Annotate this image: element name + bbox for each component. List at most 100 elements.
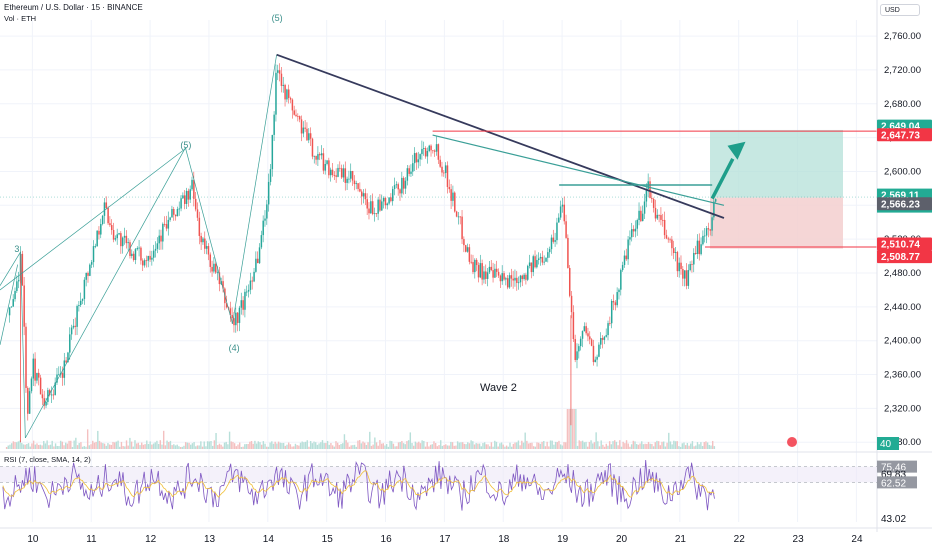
volume-bar xyxy=(296,445,298,449)
volume-bar xyxy=(668,432,670,449)
candle xyxy=(669,239,671,241)
volume-bar xyxy=(311,443,314,449)
time-tick-label: 12 xyxy=(145,534,157,545)
volume-bar xyxy=(122,446,124,449)
candle xyxy=(165,224,168,229)
volume-bar xyxy=(453,445,455,449)
candle xyxy=(315,155,317,160)
volume-bar xyxy=(627,443,629,449)
candle xyxy=(244,291,246,310)
candle xyxy=(444,165,447,173)
volume-bar xyxy=(455,445,457,449)
volume-bar xyxy=(303,442,305,449)
candle xyxy=(665,235,668,239)
volume-bar xyxy=(266,446,268,449)
volume-bar xyxy=(438,445,440,449)
candle xyxy=(34,358,36,381)
volume-bar xyxy=(244,444,246,449)
volume-bar xyxy=(308,446,310,449)
volume-bar xyxy=(382,443,384,449)
volume-bar xyxy=(342,443,344,449)
candle xyxy=(382,197,385,202)
volume-bar xyxy=(330,443,332,449)
candle xyxy=(101,215,104,225)
volume-bar xyxy=(612,441,614,449)
currency-button[interactable]: USD xyxy=(880,4,920,16)
candle xyxy=(319,154,321,156)
volume-bar xyxy=(108,444,111,449)
candle xyxy=(114,238,117,240)
candle xyxy=(308,133,310,141)
candle xyxy=(455,211,458,217)
wave-mark: 3 xyxy=(14,244,19,254)
volume-bar xyxy=(146,440,148,449)
volume-bar xyxy=(470,440,472,449)
volume-bar xyxy=(277,441,280,449)
candle xyxy=(182,195,184,199)
candle xyxy=(685,270,688,286)
candle xyxy=(253,271,255,282)
candle xyxy=(556,222,558,241)
candle xyxy=(246,291,248,293)
candle xyxy=(236,312,239,323)
volume-bar xyxy=(65,442,67,449)
volume-bar xyxy=(441,445,444,449)
volume-bar xyxy=(316,444,319,449)
volume-bar xyxy=(632,440,634,449)
volume-bar xyxy=(472,441,474,449)
wave-line xyxy=(0,147,187,291)
candle xyxy=(339,167,341,169)
volume-bar xyxy=(105,445,107,449)
candle xyxy=(205,246,208,249)
candle xyxy=(464,245,467,252)
candle xyxy=(218,272,221,285)
volume-bar xyxy=(262,441,265,449)
volume-bar xyxy=(193,442,195,449)
volume-bar xyxy=(588,441,591,449)
candle xyxy=(543,261,545,263)
volume-bar xyxy=(531,442,533,449)
candle xyxy=(632,229,635,232)
candle xyxy=(167,219,170,229)
volume-bar xyxy=(228,431,231,449)
volume-bar xyxy=(592,443,594,449)
candle xyxy=(317,154,319,160)
candle xyxy=(459,216,462,218)
candle xyxy=(492,270,494,278)
candle xyxy=(200,235,202,243)
candles-group xyxy=(8,63,717,421)
candle xyxy=(103,202,106,216)
candle xyxy=(494,268,496,278)
volume-bar xyxy=(639,443,641,449)
candle xyxy=(406,168,409,181)
volume-bar xyxy=(352,445,354,449)
volume-bar xyxy=(176,444,178,449)
volume-bar xyxy=(54,443,57,449)
candle xyxy=(490,266,493,271)
candle xyxy=(594,359,597,363)
volume-bar xyxy=(294,443,297,449)
candle xyxy=(213,263,215,272)
candle xyxy=(131,253,133,256)
volume-bar xyxy=(39,444,42,449)
volume-bar xyxy=(125,440,128,449)
volume-bar xyxy=(135,443,138,449)
candle xyxy=(41,394,44,399)
candle xyxy=(176,209,179,217)
candle xyxy=(79,300,82,306)
candle xyxy=(570,295,573,313)
candle xyxy=(107,207,109,224)
volume-bar xyxy=(580,441,582,449)
rsi-tick-tag-bg xyxy=(877,476,917,489)
candle xyxy=(353,180,356,185)
volume-bar xyxy=(119,446,121,449)
volume-bar xyxy=(686,442,689,449)
volume-bar xyxy=(482,443,484,449)
candle xyxy=(618,289,620,293)
volume-bar xyxy=(512,443,515,449)
candle xyxy=(443,172,445,174)
volume-bar xyxy=(475,443,477,449)
volume-bar xyxy=(500,442,503,449)
